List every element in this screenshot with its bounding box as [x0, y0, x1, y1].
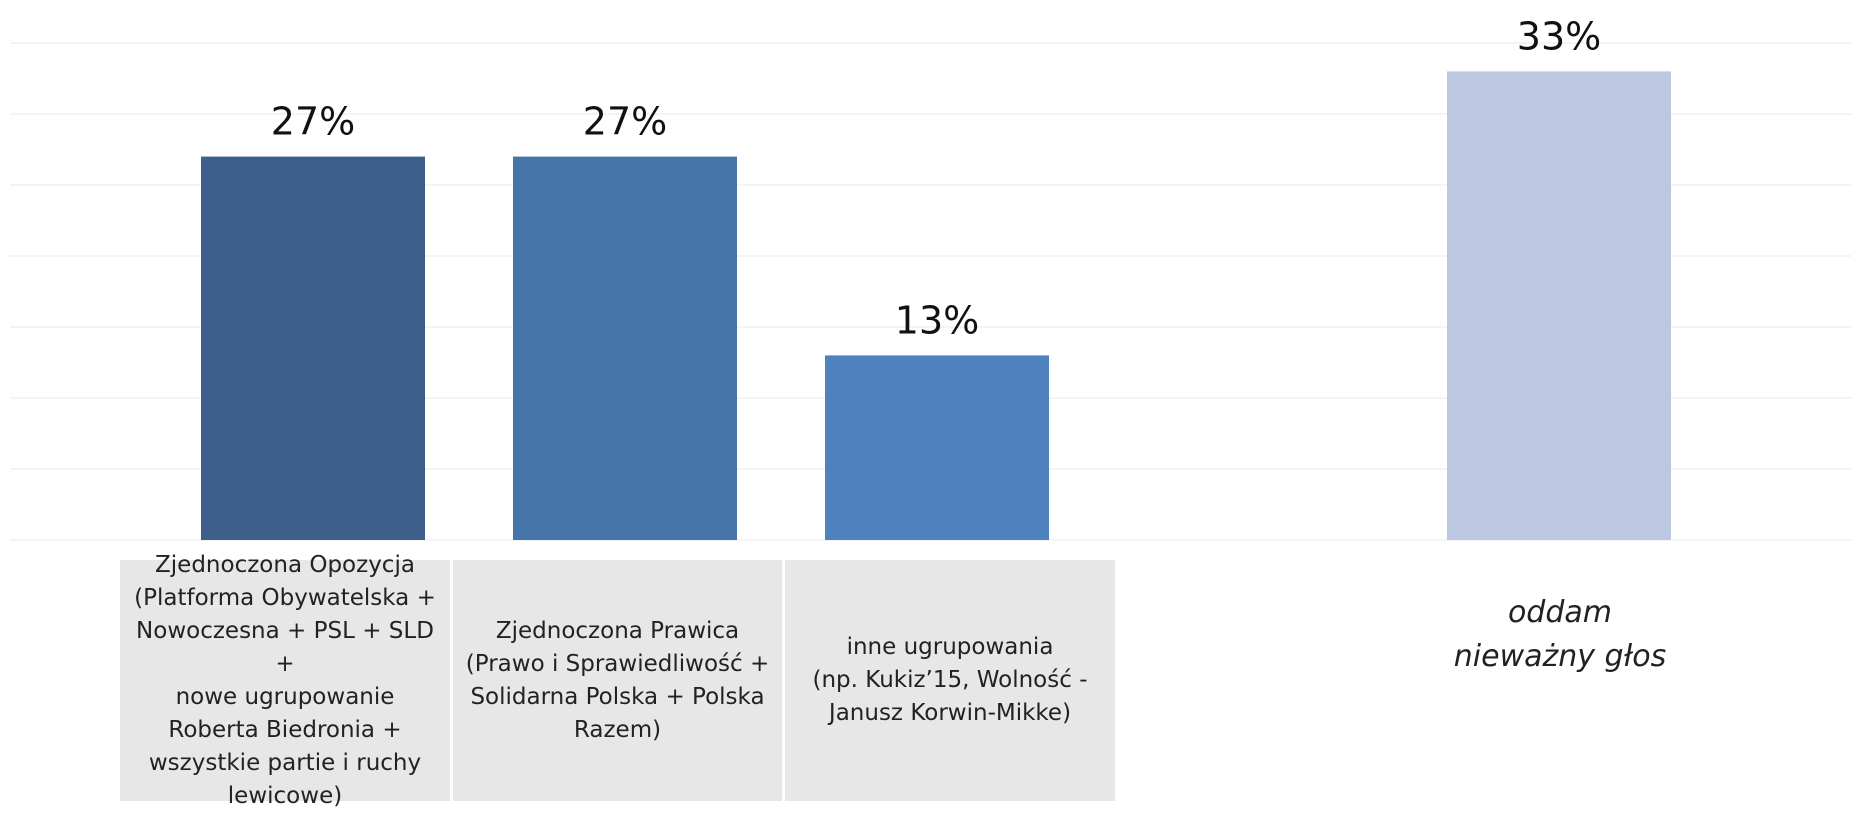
- value-labels: 27% 27% 13% 33%: [271, 14, 1601, 342]
- value-label-2: 13%: [895, 298, 979, 342]
- bar-1: [513, 156, 737, 540]
- value-label-0: 27%: [271, 100, 355, 144]
- category-box-niewazny-glos: oddam nieważny głos: [1380, 580, 1740, 690]
- category-label: oddam nieważny głos: [1453, 595, 1667, 674]
- bar-0: [201, 156, 425, 540]
- bar-3: [1447, 71, 1671, 541]
- category-label: Zjednoczona Prawica (Prawo i Sprawiedliw…: [465, 617, 770, 743]
- value-label-3: 33%: [1517, 14, 1601, 58]
- category-box-zjednoczona-opozycja: Zjednoczona Opozycja (Platforma Obywatel…: [120, 552, 450, 809]
- bars: [201, 71, 1671, 541]
- value-label-1: 27%: [583, 100, 667, 144]
- bar-2: [825, 355, 1049, 540]
- category-label: Zjednoczona Opozycja (Platforma Obywatel…: [134, 551, 436, 809]
- category-box-inne-ugrupowania: inne ugrupowania (np. Kukiz’15, Wolność …: [785, 560, 1115, 801]
- category-box-zjednoczona-prawica: Zjednoczona Prawica (Prawo i Sprawiedliw…: [453, 560, 782, 801]
- category-label: inne ugrupowania (np. Kukiz’15, Wolność …: [812, 634, 1088, 726]
